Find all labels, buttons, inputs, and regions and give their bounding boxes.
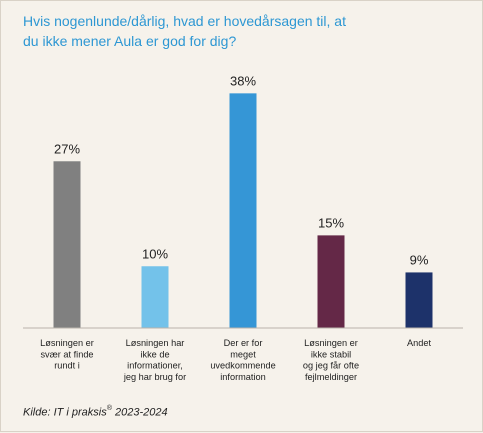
bar-3 <box>229 93 257 328</box>
category-label-line: ikke stabil <box>311 349 351 359</box>
category-label-2: Løsningen har ikke de informationer, jeg ha… <box>123 338 186 382</box>
bar-value-label-4: 15% <box>318 215 344 230</box>
bar-value-label-5: 9% <box>410 252 429 267</box>
category-label-line: ikke de <box>140 349 169 359</box>
category-label-5: Andet <box>407 338 431 348</box>
category-label-line: uvedkommende <box>210 361 275 371</box>
source-years: 2023-2024 <box>111 406 168 419</box>
source-note: Kilde: IT i praksis® 2023-2024 <box>23 403 168 420</box>
value-labels-layer: 27% 10% 38% 15% 9% <box>54 73 429 267</box>
category-label-line: informationer, <box>127 361 183 371</box>
category-label-line: Løsningen har <box>126 338 185 348</box>
category-labels-layer: Løsningen er svær at finde rundt iLøsninge… <box>40 338 431 382</box>
bars-layer <box>53 93 433 328</box>
bar-4 <box>317 235 345 328</box>
category-label-line: information <box>220 372 265 382</box>
bar-2 <box>141 266 169 328</box>
category-label-line: meget <box>230 349 256 359</box>
source-prefix: Kilde: IT i praksis <box>23 406 107 419</box>
category-label-line: Der er for <box>224 338 263 348</box>
category-label-4: Løsningen er ikke stabil og jeg får ofte fe… <box>303 338 359 382</box>
category-label-line: fejlmeldinger <box>305 372 357 382</box>
bar-value-label-1: 27% <box>54 141 80 156</box>
category-label-line: Løsningen er <box>304 338 358 348</box>
registered-mark: ® <box>106 405 112 412</box>
category-label-line: rundt i <box>54 361 80 371</box>
category-label-1: Løsningen er svær at finde rundt i <box>40 338 94 371</box>
bar-5 <box>405 272 433 328</box>
category-label-line: svær at finde <box>40 349 93 359</box>
category-label-line: Løsningen er <box>40 338 94 348</box>
chart-title: Hvis nogenlunde/dårlig, hvad er hovedårs… <box>23 13 346 49</box>
category-label-line: og jeg får ofte <box>303 361 359 371</box>
bar-value-label-3: 38% <box>230 73 256 88</box>
category-label-line: Andet <box>407 338 431 348</box>
category-label-line: jeg har brug for <box>123 372 186 382</box>
bar-1 <box>53 161 81 328</box>
category-label-3: Der er for meget uvedkommende information <box>210 338 275 382</box>
bar-value-label-2: 10% <box>142 246 168 261</box>
